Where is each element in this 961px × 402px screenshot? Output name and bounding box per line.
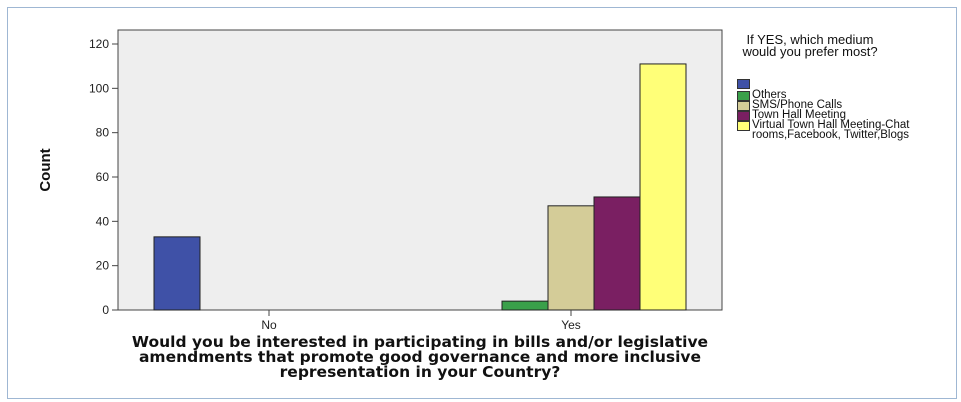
legend-swatch xyxy=(737,111,750,121)
y-tick-label: 80 xyxy=(96,126,110,140)
bar-unnamed-no xyxy=(153,236,201,311)
legend-swatch xyxy=(737,101,750,111)
x-tick-label: Yes xyxy=(561,318,581,332)
y-tick-label: 0 xyxy=(102,303,109,317)
bar-virtual-town-hall-meeting-chat-rooms-facebook-twitter-blogs-yes xyxy=(639,63,687,311)
bar-sms-phone-calls-yes xyxy=(547,205,595,311)
bar-town-hall-meeting-yes xyxy=(593,196,641,311)
legend-swatch xyxy=(737,121,750,131)
legend-label: Others xyxy=(752,89,787,101)
y-tick-label: 100 xyxy=(89,81,109,95)
legend-label: SMS/Phone Calls xyxy=(752,99,843,111)
y-tick-label: 60 xyxy=(96,170,110,184)
legend-label: Virtual Town Hall Meeting-Chat rooms,Fac… xyxy=(752,119,910,141)
y-axis-label: Count xyxy=(37,148,54,191)
legend-label: Town Hall Meeting xyxy=(752,109,846,121)
y-tick-label: 40 xyxy=(96,214,110,228)
legend-item xyxy=(737,78,959,90)
legend-item: SMS/Phone Calls xyxy=(737,99,959,111)
legend-item: Town Hall Meeting xyxy=(737,109,959,121)
legend-swatch xyxy=(737,91,750,101)
y-tick-label: 20 xyxy=(96,259,110,273)
legend-item: Others xyxy=(737,89,959,101)
y-tick-label: 120 xyxy=(89,37,109,51)
legend: Others SMS/Phone Calls Town Hall Meeting Vi… xyxy=(737,78,959,141)
x-tick-label: No xyxy=(261,318,277,332)
legend-swatch xyxy=(737,79,750,89)
x-axis-label: Would you be interested in participating… xyxy=(131,333,709,381)
bar-others-yes xyxy=(501,300,549,311)
legend-title: If YES, which medium would you prefer mo… xyxy=(742,32,878,59)
legend-item: Virtual Town Hall Meeting-Chat rooms,Fac… xyxy=(737,119,959,141)
